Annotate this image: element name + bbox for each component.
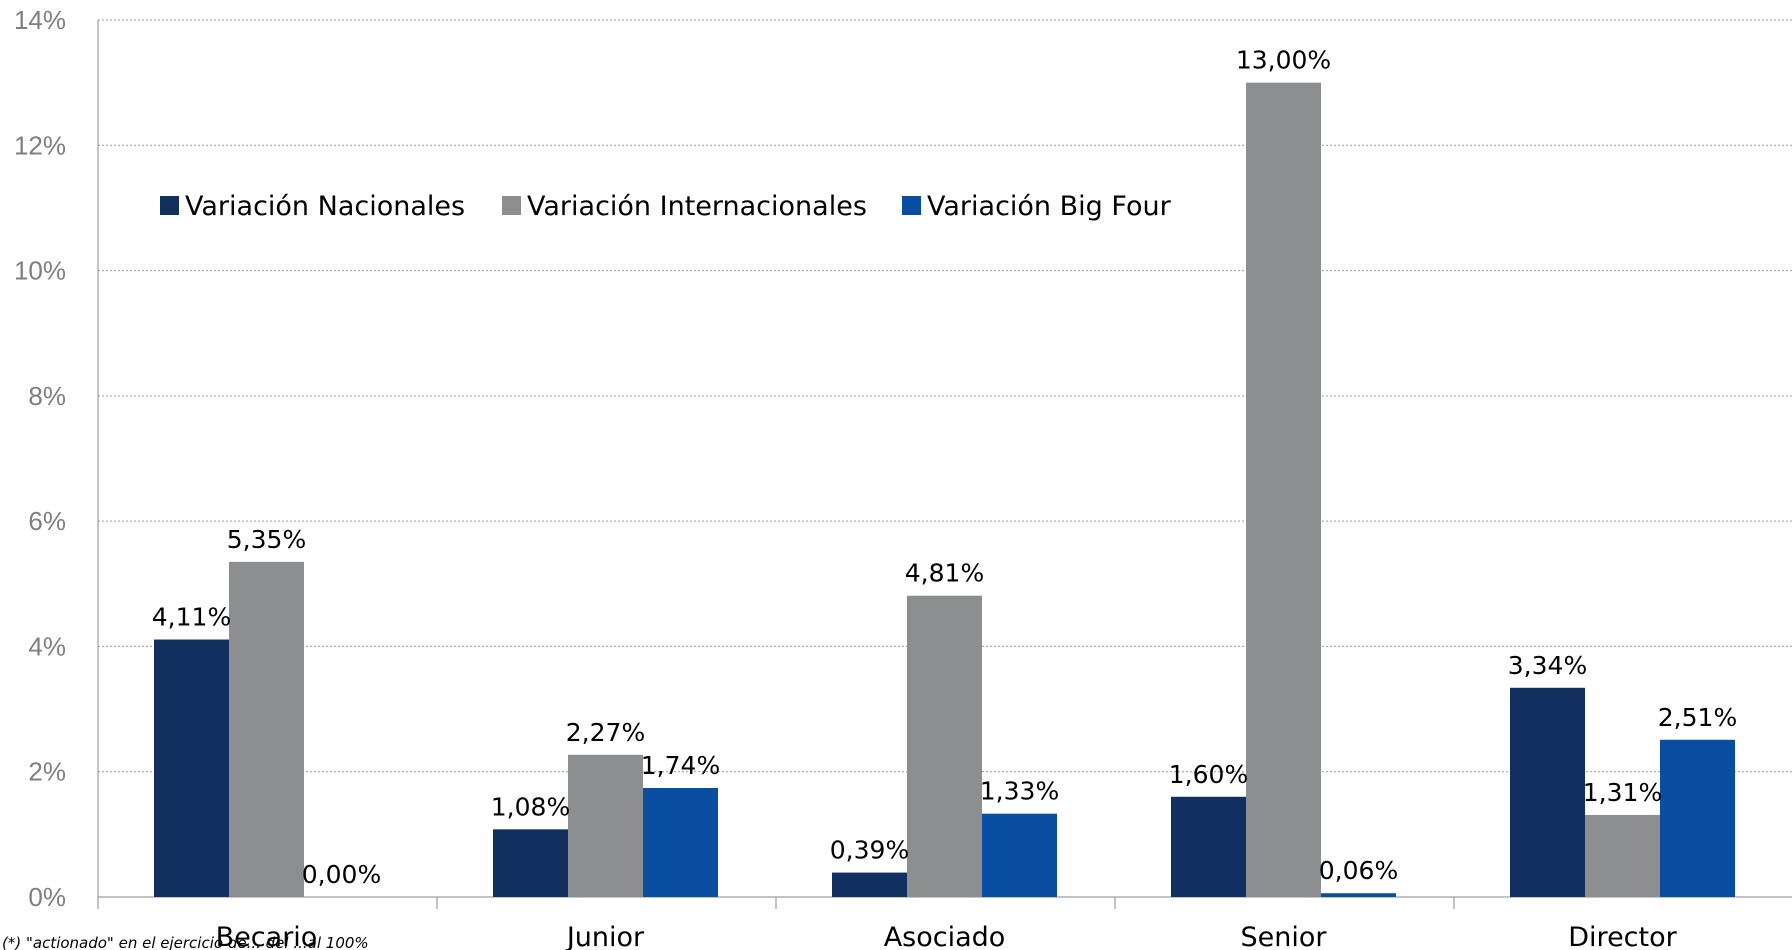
data-label: 5,35% [227,525,306,554]
y-tick-label: 4% [28,631,66,661]
footnote: (*) "actionado" en el ejercicio de... de… [2,934,369,950]
legend-swatch [902,196,921,215]
data-label: 4,11% [152,603,231,632]
data-label: 0,39% [830,836,909,865]
bar [493,829,568,897]
data-label: 4,81% [905,559,984,588]
data-label: 1,60% [1169,760,1248,789]
y-tick-label: 12% [14,130,66,160]
bar [1321,893,1396,897]
y-tick-label: 0% [28,882,66,912]
y-tick-label: 6% [28,506,66,536]
data-label: 13,00% [1236,46,1331,75]
data-label: 0,06% [1319,856,1398,885]
bar [1246,82,1321,897]
data-label: 2,51% [1658,703,1737,732]
data-label: 3,34% [1508,651,1587,680]
bar [643,788,718,897]
y-tick-label: 2% [28,757,66,787]
bar [1660,739,1735,897]
data-label: 2,27% [566,718,645,747]
legend: Variación Nacionales Variación Internacio… [160,191,1172,222]
data-labels: 4,11% 1,08% 0,39% 1,60% 3,34% 5,35% 2,27% 4,81%… [152,46,1737,889]
bar [1510,687,1585,897]
y-tick-label: 10% [14,256,66,286]
bar [982,813,1057,897]
bar [1171,796,1246,897]
y-tick-label: 14% [14,5,66,35]
data-label: 1,33% [980,777,1059,806]
bar [1585,814,1660,897]
bar [832,872,907,897]
x-category-label: Senior [1241,922,1328,950]
bar [907,595,982,897]
x-category-label: Director [1568,922,1677,950]
legend-label: Variación Nacionales [185,191,465,222]
data-label: 1,31% [1583,778,1662,807]
axes: 0% 2% 4% 6% 8% 10% 12% 14% Becario Junior Asociado… [14,5,1792,950]
legend-label: Variación Internacionales [527,191,867,222]
data-label: 0,00% [302,860,381,889]
legend-swatch [502,196,521,215]
bars [154,82,1735,897]
data-label: 1,08% [491,792,570,821]
bar [154,639,229,897]
x-category-label: Asociado [884,922,1006,950]
legend-swatch [160,196,179,215]
bar [229,561,304,897]
legend-label: Variación Big Four [927,191,1172,222]
data-label: 1,74% [641,751,720,780]
bar [568,754,643,897]
y-tick-label: 8% [28,381,66,411]
x-category-label: Becario [216,922,318,950]
x-category-label: Junior [565,922,645,950]
